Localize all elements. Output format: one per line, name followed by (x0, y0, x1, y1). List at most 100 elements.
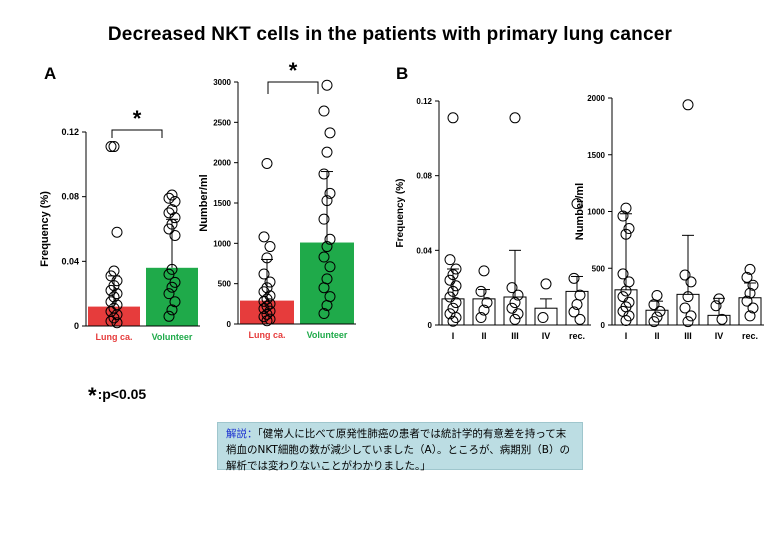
data-point (318, 213, 330, 225)
data-point (481, 297, 493, 309)
data-point (169, 196, 181, 208)
data-point (318, 251, 330, 263)
data-point (651, 289, 663, 301)
data-point (111, 288, 123, 300)
data-point (318, 105, 330, 117)
data-point (324, 187, 336, 199)
data-point (264, 290, 276, 302)
data-point (620, 202, 632, 214)
y-tick-label: 500 (218, 280, 232, 289)
data-point (741, 295, 753, 307)
data-point (509, 313, 521, 325)
x-category-label: III (511, 331, 519, 341)
data-point (747, 279, 759, 291)
data-point (166, 281, 178, 293)
data-point (318, 282, 330, 294)
data-point (447, 315, 459, 327)
data-point (318, 308, 330, 320)
data-point (685, 310, 697, 322)
panel-letter-b: B (396, 64, 409, 83)
data-point (744, 263, 756, 275)
data-point (163, 288, 175, 300)
chart-a-frequency: 0 0.04 0.08 0.12 Lung ca. Volunteer Frequency … (39, 106, 200, 342)
y-tick-label: 2000 (587, 94, 605, 103)
data-point (264, 305, 276, 317)
significance-star: * (88, 383, 97, 408)
annotation-body: 「健常人に比べて原発性肺癌の患者では統計学的有意差を持って末梢血のNKT細胞の数… (226, 428, 570, 472)
data-point (713, 293, 725, 305)
data-point (450, 263, 462, 275)
data-point (447, 112, 459, 124)
data-point (450, 280, 462, 292)
annotation-box: 解説：「健常人に比べて原発性肺癌の患者では統計学的有意差を持って末梢血のNKT細… (217, 422, 583, 472)
data-point (261, 315, 273, 327)
data-point (512, 308, 524, 320)
x-category-label: Volunteer (307, 330, 348, 340)
data-point (679, 302, 691, 314)
data-point (264, 241, 276, 253)
data-point (169, 296, 181, 308)
significance-star: * (133, 106, 142, 131)
data-point (318, 168, 330, 180)
data-point (568, 272, 580, 284)
x-category-label: II (654, 331, 659, 341)
y-tick-label: 0 (227, 320, 232, 329)
data-point (258, 268, 270, 280)
x-category-label: III (684, 331, 692, 341)
data-point (682, 316, 694, 328)
y-tick-label: 0.12 (416, 97, 432, 106)
data-point (108, 141, 120, 153)
annotation-lead: 解説： (226, 428, 258, 440)
data-point (321, 241, 333, 253)
data-point (682, 99, 694, 111)
x-category-label: IV (715, 331, 724, 341)
y-tick-label: 0.04 (416, 246, 432, 255)
data-point (324, 233, 336, 245)
x-category-label: II (481, 331, 486, 341)
data-point (506, 282, 518, 294)
significance-bracket (267, 81, 319, 94)
data-point (169, 229, 181, 241)
data-point (710, 300, 722, 312)
data-point (105, 284, 117, 296)
data-point (571, 298, 583, 310)
x-category-label: Lung ca. (95, 332, 132, 342)
x-category-label: I (625, 331, 628, 341)
data-point (444, 254, 456, 266)
x-category-label: Volunteer (152, 332, 193, 342)
data-point (444, 274, 456, 286)
data-point (105, 141, 117, 153)
chart-b-frequency: 00.040.080.12I II III IV rec.Frequency (%) (395, 97, 591, 341)
data-point (166, 304, 178, 316)
data-point (475, 285, 487, 297)
y-tick-label: 1500 (213, 199, 231, 208)
data-point (324, 127, 336, 139)
data-point (512, 289, 524, 301)
data-point (163, 223, 175, 235)
x-category-label: IV (542, 331, 551, 341)
y-tick-label: 1000 (213, 239, 231, 248)
data-point (258, 311, 270, 323)
data-point (111, 317, 123, 329)
data-point (324, 261, 336, 273)
chart-a-number: 0 500 1000 1500 2000 2500 3000 Lung ca. Voluntee… (198, 58, 356, 340)
x-category-label: rec. (569, 331, 585, 341)
data-point (620, 228, 632, 240)
data-point (617, 291, 629, 303)
y-axis-label: Number/ml (198, 174, 210, 231)
data-point (654, 305, 666, 317)
y-tick-label: 0 (601, 321, 606, 330)
data-point (169, 212, 181, 224)
data-point (716, 313, 728, 325)
bar-1 (88, 306, 140, 326)
data-point (648, 299, 660, 311)
data-point (571, 198, 583, 210)
data-point (163, 310, 175, 322)
data-point (111, 226, 123, 238)
y-tick-label: 1000 (587, 208, 605, 217)
data-point (509, 297, 521, 309)
data-point (685, 276, 697, 288)
data-point (648, 316, 660, 328)
y-tick-label: 1500 (587, 151, 605, 160)
